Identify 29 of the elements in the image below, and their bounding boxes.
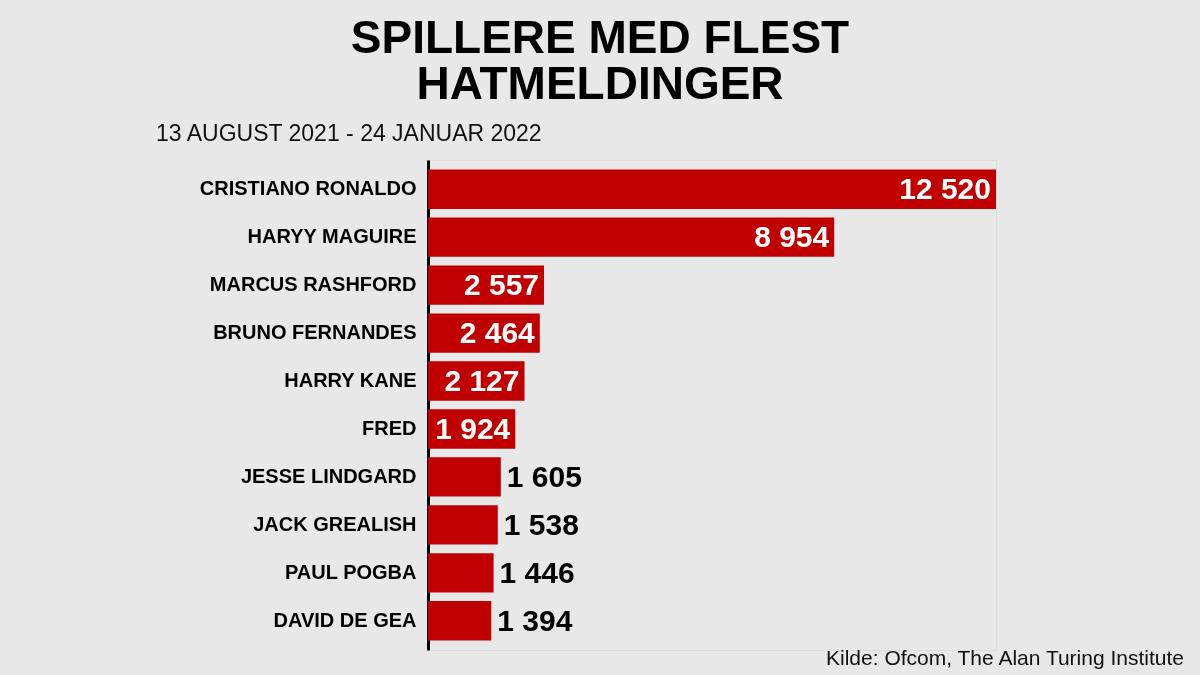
- data-label: 8 954: [754, 220, 830, 254]
- data-label: 12 520: [899, 172, 991, 206]
- data-label: 1 538: [503, 507, 579, 541]
- y-tick-label: CRISTIANO RONALDO: [199, 177, 417, 200]
- data-label: 1 605: [506, 459, 582, 493]
- y-tick-label: BRUNO FERNANDES: [213, 321, 417, 344]
- y-tick-label: FRED: [362, 416, 417, 439]
- data-label: 2 557: [463, 268, 539, 302]
- bar: [428, 505, 498, 545]
- data-label: 1 924: [435, 411, 511, 445]
- bar: [428, 217, 835, 257]
- chart-title: SPILLERE MED FLEST HATMELDINGER: [350, 11, 850, 109]
- data-label: 2 127: [444, 364, 520, 398]
- y-tick-label: PAUL POGBA: [285, 560, 417, 583]
- data-label: 1 446: [499, 555, 575, 589]
- data-label: 1 394: [497, 603, 573, 637]
- y-tick-label: HARYY MAGUIRE: [247, 225, 417, 248]
- y-tick-label: DAVID DE GEA: [273, 608, 417, 631]
- y-tick-label: JACK GREALISH: [253, 512, 417, 535]
- bar: [428, 169, 996, 209]
- bar: [428, 457, 501, 497]
- bar: [428, 601, 492, 641]
- chart-subtitle: 13 AUGUST 2021 - 24 JANUAR 2022: [156, 120, 542, 146]
- bar: [428, 553, 494, 593]
- y-tick-label: HARRY KANE: [284, 369, 417, 392]
- y-tick-label: JESSE LINDGARD: [240, 464, 417, 487]
- y-tick-label: MARCUS RASHFORD: [209, 273, 417, 296]
- data-label: 2 464: [459, 316, 536, 350]
- annotation: Kilde: Ofcom, The Alan Turing Institute: [826, 646, 1184, 669]
